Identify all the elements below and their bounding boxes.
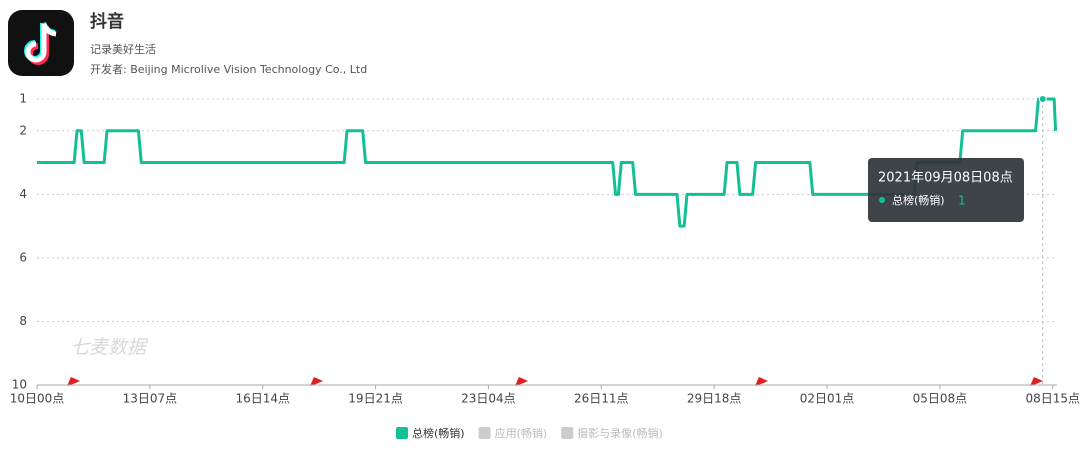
flag — [310, 377, 323, 386]
app-name: 抖音 — [90, 11, 124, 32]
y-tick-label: 4 — [19, 187, 27, 201]
legend-swatch — [396, 427, 408, 439]
flag — [515, 377, 528, 386]
tooltip-title: 2021年09月08日08点 — [878, 171, 1013, 186]
x-tick-label: 19日21点 — [348, 392, 403, 406]
flag — [67, 377, 80, 386]
legend-swatch — [561, 427, 574, 439]
tooltip-dot — [879, 197, 885, 203]
x-tick-label: 16日14点 — [235, 392, 290, 406]
legend-label: 摄影与录像(畅销) — [577, 426, 663, 440]
app-developer: 开发者: Beijing Microlive Vision Technology… — [90, 62, 367, 76]
x-tick-label: 13日07点 — [123, 392, 178, 406]
y-tick-label: 2 — [19, 123, 27, 137]
event-flags — [67, 377, 1043, 386]
tooltip-box — [868, 158, 1024, 222]
x-tick-label: 23日04点 — [461, 392, 516, 406]
x-tick-label: 05日08点 — [913, 392, 968, 406]
legend-label: 应用(畅销) — [495, 426, 548, 440]
y-tick-label: 6 — [19, 250, 27, 264]
legend-swatch — [478, 427, 491, 439]
hover-point — [1038, 95, 1047, 103]
app-slogan: 记录美好生活 — [90, 42, 156, 56]
tooltip-value: 1 — [958, 194, 966, 208]
icon-note — [25, 23, 57, 63]
flag — [755, 377, 768, 386]
x-tick-label: 02日01点 — [800, 392, 855, 406]
flag — [1030, 377, 1043, 386]
tooltip-name: 总榜(畅销) — [892, 193, 945, 207]
x-tick-label: 10日00点 — [10, 392, 65, 406]
watermark: 七麦数据 — [70, 337, 149, 359]
x-tick-label: 29日18点 — [687, 392, 742, 406]
y-tick-label: 8 — [19, 314, 27, 328]
x-tick-label: 08日15点 — [1025, 392, 1080, 406]
y-tick-label: 10 — [12, 378, 27, 392]
x-tick-label: 26日11点 — [574, 392, 629, 406]
y-tick-label: 1 — [19, 92, 27, 106]
legend-label: 总榜(畅销) — [412, 426, 465, 440]
